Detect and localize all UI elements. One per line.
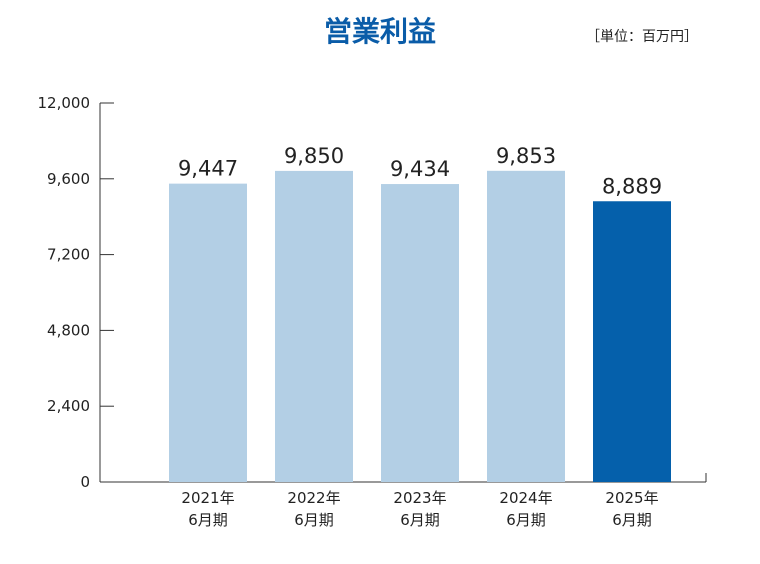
unit-label: ［単位：百万円］ — [586, 29, 698, 45]
x-tick-label: 6月期 — [612, 511, 652, 529]
y-tick-label: 9,600 — [47, 170, 90, 188]
x-tick-label: 2021年 — [181, 489, 234, 507]
bar-2 — [275, 170, 353, 482]
data-label: 9,850 — [284, 144, 344, 168]
chart-title: 営業利益 — [323, 15, 436, 48]
data-label: 9,853 — [496, 144, 556, 168]
data-label: 8,889 — [602, 174, 662, 198]
x-tick-label: 6月期 — [400, 511, 440, 529]
y-tick-label: 0 — [80, 473, 90, 491]
x-tick-label: 6月期 — [506, 511, 546, 529]
x-tick-label: 2023年 — [393, 489, 446, 507]
x-tick-label: 2024年 — [499, 489, 552, 507]
x-tick-label: 2022年 — [287, 489, 340, 507]
bar-4 — [487, 170, 565, 482]
x-tick-label: 6月期 — [294, 511, 334, 529]
y-tick-label: 7,200 — [47, 246, 90, 264]
bar-5 — [593, 201, 671, 483]
data-label: 9,447 — [178, 157, 238, 181]
bar-3 — [381, 184, 459, 482]
y-tick-label: 4,800 — [47, 321, 90, 339]
x-tick-label: 6月期 — [188, 511, 228, 529]
x-tick-label: 2025年 — [605, 489, 658, 507]
data-label: 9,434 — [390, 157, 450, 181]
bar-1 — [169, 183, 247, 482]
y-tick-label: 12,000 — [38, 94, 91, 112]
y-tick-label: 2,400 — [47, 397, 90, 415]
